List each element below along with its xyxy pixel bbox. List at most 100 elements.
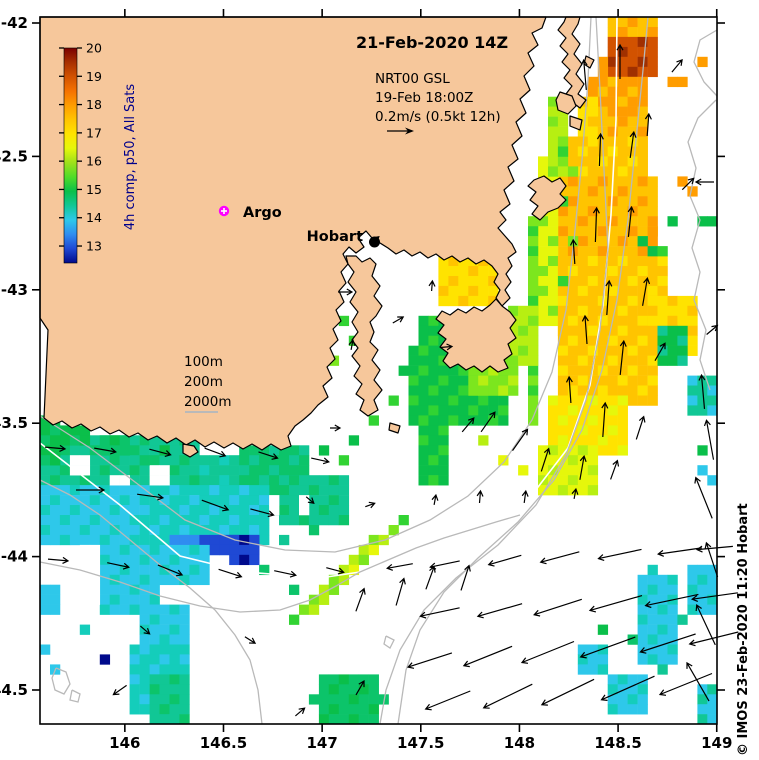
sst-cell [139, 704, 150, 715]
sst-cell [567, 365, 579, 376]
current-arrow [571, 487, 579, 500]
sst-cell [159, 525, 170, 536]
sst-cell [538, 445, 549, 456]
sst-cell [538, 236, 549, 247]
sst-cell [557, 276, 569, 287]
sst-cell [249, 554, 260, 566]
sst-cell [647, 624, 658, 635]
depth-legend-200m: 200m [184, 374, 223, 390]
sst-cell [338, 694, 350, 705]
sst-cell [498, 395, 509, 406]
sst-cell [149, 465, 160, 476]
sst-cell [657, 266, 668, 277]
sst-cell [617, 266, 628, 277]
sst-cell [597, 256, 609, 267]
sst-cell [239, 544, 250, 556]
sst-cell [69, 445, 81, 456]
sst-cell [597, 276, 609, 287]
sst-cell [597, 236, 609, 247]
sst-cell [567, 485, 579, 496]
sst-cell [577, 266, 589, 277]
sst-cell [129, 455, 140, 466]
sst-cell [587, 305, 599, 317]
sst-cell [587, 644, 599, 655]
sst-cell [159, 714, 170, 725]
sst-cell [548, 285, 559, 297]
sst-cell [119, 574, 130, 586]
sst-cell [438, 415, 449, 426]
sst-cell [567, 335, 579, 346]
sst-cell [607, 295, 618, 307]
sst-cell [607, 405, 618, 416]
sst-cell [179, 684, 190, 695]
current-arrow [76, 486, 106, 494]
sst-cell [348, 714, 360, 725]
sst-cell [259, 534, 270, 546]
sst-cell [89, 455, 101, 466]
sst-cell [617, 425, 628, 436]
sst-cell [657, 614, 668, 625]
current-arrow [688, 631, 739, 647]
sst-cell [567, 475, 579, 486]
sst-cell [508, 325, 519, 337]
sst-cell [707, 584, 718, 595]
current-arrow [694, 476, 713, 519]
sst-cell [159, 554, 170, 566]
sst-cell [89, 584, 101, 595]
sst-cell [567, 266, 579, 277]
sst-cell [707, 395, 718, 406]
sst-cell [179, 664, 190, 675]
current-arrow [596, 132, 604, 167]
current-arrow [44, 444, 67, 452]
sst-cell [368, 544, 379, 556]
sst-cell [697, 594, 708, 605]
sst-cell [269, 445, 280, 456]
sst-cell [557, 256, 569, 267]
sst-cell [667, 305, 678, 317]
sst-cell [209, 475, 220, 486]
sst-cell [637, 176, 648, 187]
sst-cell [577, 226, 589, 237]
sst-cell [617, 415, 628, 426]
sst-cell [159, 604, 170, 615]
sst-cell [129, 495, 140, 506]
sst-cell [597, 624, 609, 635]
sst-cell [607, 425, 618, 436]
current-arrow [439, 343, 454, 351]
sst-cell [617, 395, 628, 406]
sst-cell [40, 505, 51, 516]
sst-cell [677, 355, 688, 366]
sst-cell [239, 534, 250, 546]
sst-cell [597, 405, 609, 416]
sst-cell [279, 465, 290, 476]
sst-cell [557, 465, 569, 476]
current-arrow [601, 401, 609, 438]
sst-cell [508, 335, 519, 346]
sst-cell [607, 674, 618, 685]
sst-cell [308, 604, 320, 615]
sst-cell [657, 246, 668, 257]
sst-cell [428, 475, 439, 486]
sst-cell [557, 335, 569, 346]
sst-cell [528, 385, 539, 396]
sst-cell [259, 505, 270, 516]
sst-cell [637, 704, 648, 715]
sst-cell [637, 186, 648, 197]
sst-cell [139, 465, 150, 476]
sst-cell [488, 285, 499, 297]
sst-cell [647, 375, 658, 386]
sst-cell [657, 305, 668, 317]
current-arrow [658, 672, 713, 696]
sst-cell [627, 116, 638, 127]
sst-cell [577, 335, 589, 346]
sst-cell [109, 505, 120, 516]
sst-cell [79, 564, 91, 576]
sst-cell [79, 505, 91, 516]
current-arrow [406, 652, 453, 669]
sst-cell [428, 355, 439, 366]
sst-cell [149, 505, 160, 516]
sst-cell [159, 634, 170, 645]
sst-cell [627, 156, 638, 167]
sst-cell [428, 345, 439, 356]
sst-cell [109, 465, 120, 476]
